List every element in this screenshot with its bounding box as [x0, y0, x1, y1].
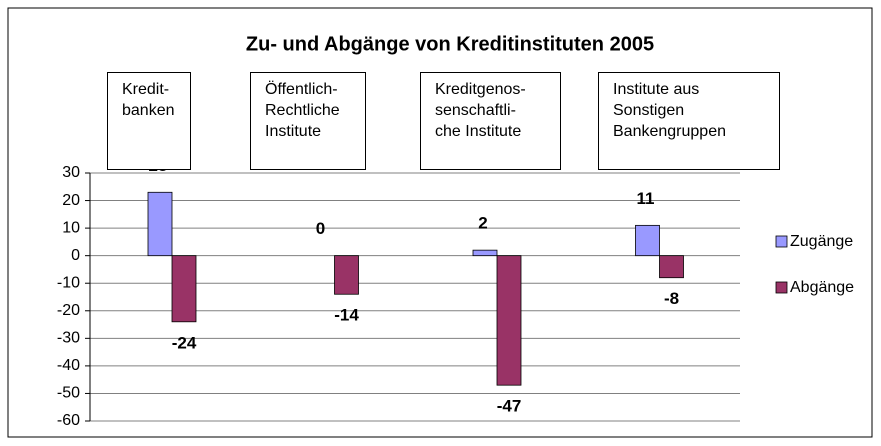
y-tick-label: -60 [57, 412, 80, 429]
y-tick-label: 30 [62, 164, 80, 181]
y-tick-label: -20 [57, 302, 80, 319]
legend-label: Zugänge [790, 233, 853, 250]
category-label: Institute aus Sonstigen Bankengruppen [598, 72, 780, 170]
value-label: 0 [316, 219, 325, 238]
y-tick-label: 20 [62, 192, 80, 209]
value-label: 11 [637, 189, 655, 208]
value-label: 2 [478, 214, 487, 233]
y-tick-label: 10 [62, 219, 80, 236]
legend-swatch [775, 235, 788, 248]
chart-title: Zu- und Abgänge von Kreditinstituten 200… [246, 33, 654, 55]
bar [334, 255, 359, 295]
y-tick-label: -30 [57, 330, 80, 347]
category-label: Öffentlich- Rechtliche Institute [250, 72, 366, 170]
bar [472, 249, 498, 257]
value-label: -24 [172, 333, 197, 352]
value-label: -47 [497, 397, 522, 416]
y-tick-label: -10 [57, 274, 80, 291]
y-tick-label: -50 [57, 385, 80, 402]
category-label: Kreditgenos- senschaftli- che Institute [420, 72, 561, 170]
legend-swatch [775, 281, 788, 294]
value-label: -8 [664, 289, 679, 308]
value-label: -14 [334, 306, 359, 325]
bar [659, 255, 684, 279]
legend-label: Abgänge [790, 279, 854, 296]
bar [496, 255, 522, 386]
y-tick-label: 0 [71, 247, 80, 264]
category-label: Kredit- banken [107, 72, 191, 170]
y-tick-label: -40 [57, 357, 80, 374]
bar [147, 191, 173, 257]
bar [635, 224, 660, 257]
bar [171, 255, 197, 323]
